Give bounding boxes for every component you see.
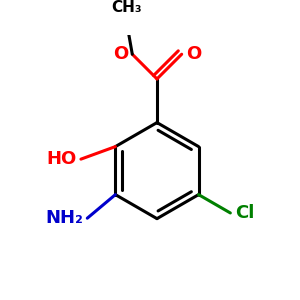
Text: CH₃: CH₃ [111, 0, 142, 15]
Text: O: O [113, 45, 128, 63]
Text: O: O [186, 45, 201, 63]
Text: HO: HO [46, 150, 76, 168]
Text: NH₂: NH₂ [45, 209, 83, 227]
Text: Cl: Cl [235, 204, 254, 222]
